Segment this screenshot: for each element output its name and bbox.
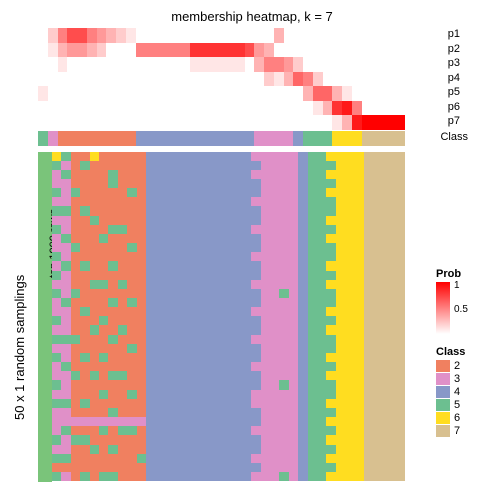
class-strip (38, 131, 428, 146)
class-legend-item: 6 (436, 412, 496, 424)
plot-area: p1p2p3p4p5p6p7 Class top 1000 rows (38, 28, 428, 488)
class-legend-title: Class (436, 346, 496, 358)
heatmap-body (52, 152, 428, 482)
prob-row-label: p4 (448, 72, 460, 84)
class-legend-item: 4 (436, 386, 496, 398)
chart-title: membership heatmap, k = 7 (0, 8, 504, 26)
legend: Prob 1 0.5 Class 234567 (436, 268, 496, 438)
prob-row-label: p7 (448, 115, 460, 127)
prob-row-label: p6 (448, 101, 460, 113)
class-strip-label: Class (440, 131, 468, 143)
y-axis-outer-label: 50 x 1 random samplings (12, 275, 27, 420)
probability-rows: p1p2p3p4p5p6p7 (38, 28, 428, 130)
prob-row-label: p5 (448, 86, 460, 98)
main-heatmap-area: top 1000 rows (38, 152, 428, 482)
prob-row-label: p2 (448, 43, 460, 55)
class-legend-item: 2 (436, 360, 496, 372)
class-legend-item: 7 (436, 425, 496, 437)
prob-row-label: p3 (448, 57, 460, 69)
prob-gradient: 1 0.5 (436, 282, 450, 334)
prob-tick-1: 1 (454, 280, 460, 291)
prob-tick-05: 0.5 (454, 304, 468, 315)
row-group-bar (38, 152, 52, 482)
prob-legend-title: Prob (436, 268, 496, 280)
class-legend-item: 5 (436, 399, 496, 411)
class-legend-item: 3 (436, 373, 496, 385)
prob-row-label: p1 (448, 28, 460, 40)
class-legend-items: 234567 (436, 360, 496, 437)
